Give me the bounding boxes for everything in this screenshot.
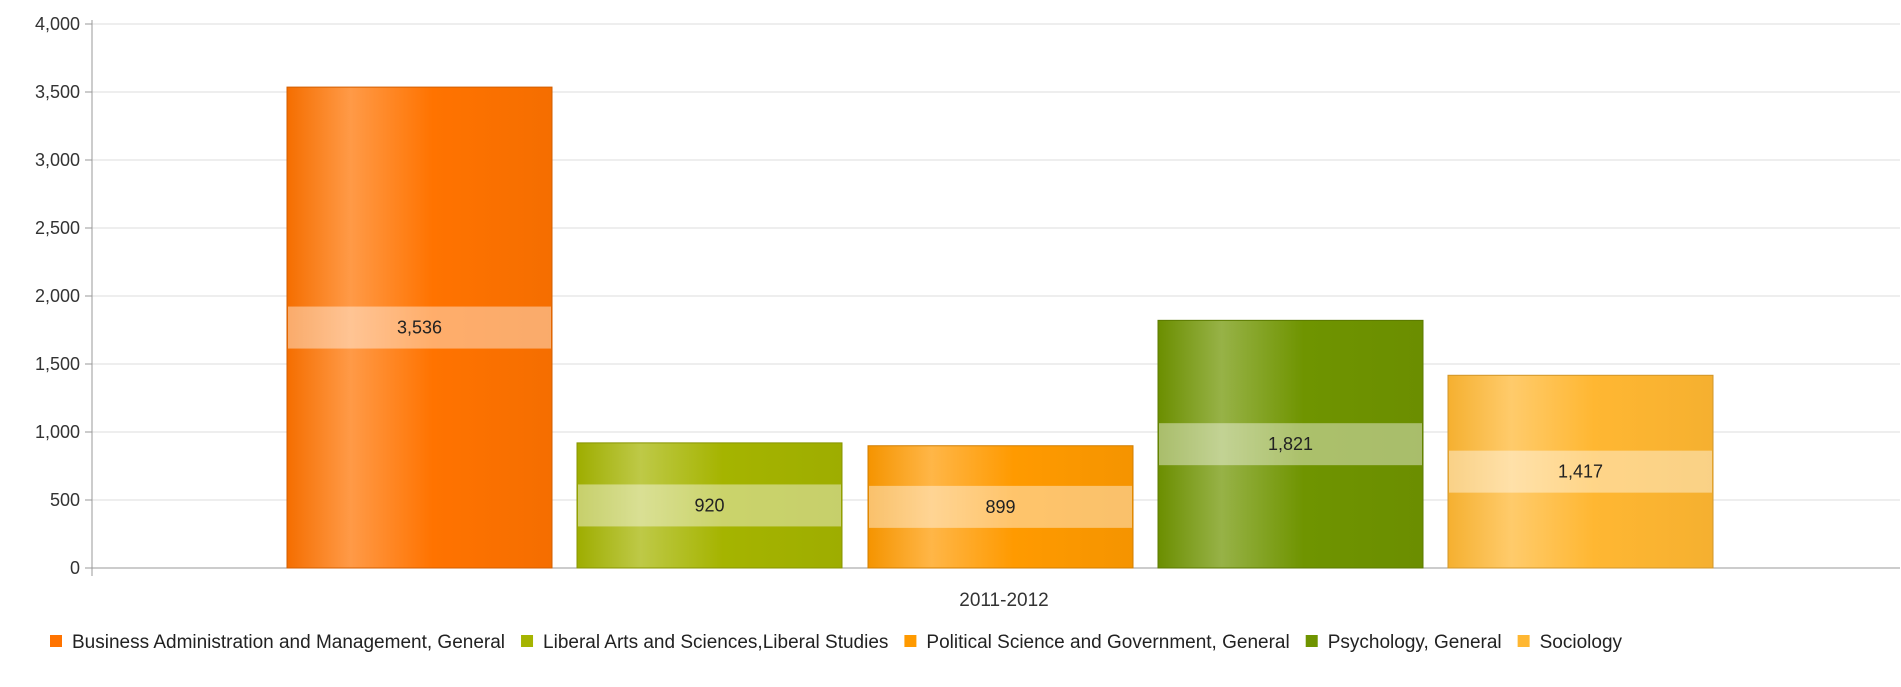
data-label-band	[1159, 423, 1422, 466]
data-label: 920	[694, 495, 724, 515]
y-tick-label: 1,500	[35, 354, 80, 374]
data-label: 899	[985, 497, 1015, 517]
data-label-band	[869, 485, 1132, 528]
data-label-band	[1449, 450, 1712, 493]
legend-label[interactable]: Political Science and Government, Genera…	[926, 632, 1289, 653]
legend-label[interactable]: Psychology, General	[1328, 632, 1502, 653]
bar[interactable]	[867, 445, 1134, 569]
legend-label[interactable]: Liberal Arts and Sciences,Liberal Studie…	[543, 632, 888, 653]
legend-label[interactable]: Business Administration and Management, …	[72, 632, 505, 653]
legend: Business Administration and Management, …	[50, 632, 1623, 653]
y-tick-label: 4,000	[35, 14, 80, 34]
legend-swatch	[521, 635, 534, 647]
legend-label[interactable]: Sociology	[1540, 632, 1623, 653]
y-tick-label: 2,000	[35, 286, 80, 306]
legend-swatch	[1305, 635, 1318, 647]
y-tick-label: 1,000	[35, 422, 80, 442]
y-tick-label: 2,500	[35, 218, 80, 238]
data-labels: 3,536 920 899 1,821 1,417	[288, 306, 1712, 528]
legend-swatch	[50, 635, 62, 647]
y-tick-label: 3,000	[35, 150, 80, 170]
legend-swatch	[1517, 635, 1530, 647]
y-tick-label: 3,500	[35, 82, 80, 102]
data-label: 3,536	[397, 318, 442, 338]
bar[interactable]	[286, 86, 553, 569]
bar[interactable]	[1157, 319, 1424, 569]
data-label: 1,821	[1268, 434, 1313, 454]
y-tick-label: 500	[50, 490, 80, 510]
y-tick-label: 0	[70, 558, 80, 578]
x-tick-label: 2011-2012	[959, 590, 1048, 611]
bars	[286, 86, 1714, 569]
data-label-band	[578, 484, 841, 527]
data-label: 1,417	[1558, 462, 1603, 482]
bar[interactable]	[576, 442, 843, 569]
bar[interactable]	[1447, 374, 1714, 569]
data-label-band	[288, 306, 551, 349]
legend-swatch	[904, 635, 917, 647]
